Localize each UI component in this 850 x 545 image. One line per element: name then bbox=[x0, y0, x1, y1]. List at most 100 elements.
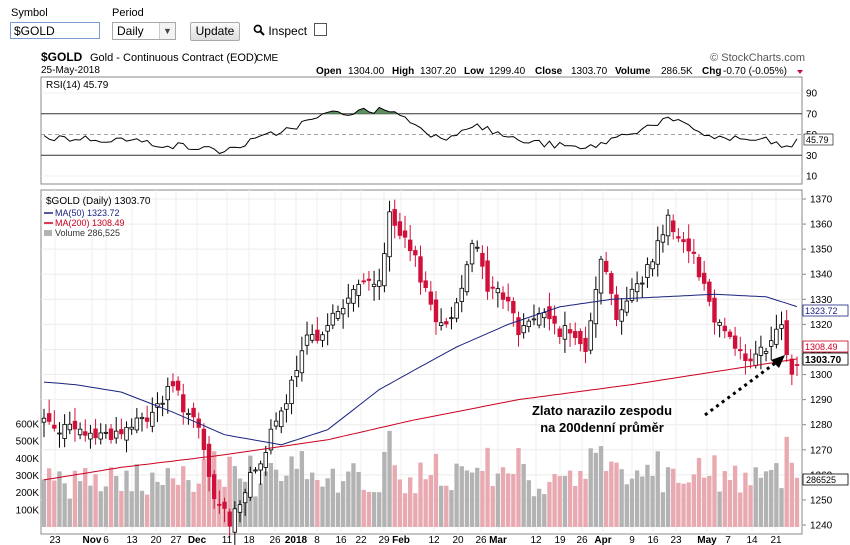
candle-body bbox=[516, 317, 521, 336]
candle-body bbox=[495, 288, 501, 294]
volume-bar bbox=[480, 471, 485, 527]
rsi-value-tag bbox=[803, 133, 834, 146]
candle-body bbox=[387, 211, 392, 258]
volume-bar bbox=[743, 472, 748, 527]
candle-body bbox=[454, 302, 459, 319]
candle-body bbox=[325, 325, 330, 332]
candle-body bbox=[413, 250, 418, 256]
annotation-line-2: na 200denní průměr bbox=[540, 420, 664, 435]
volume-axis: 600K 500K 400K 300K 200K 100K bbox=[16, 420, 40, 517]
period-select[interactable]: Daily ▼ bbox=[112, 22, 176, 40]
volume-bar bbox=[330, 468, 335, 527]
rsi-line bbox=[43, 106, 798, 155]
candle-body bbox=[640, 282, 645, 285]
volume-bar bbox=[495, 473, 501, 527]
volume-value: 286.5K bbox=[661, 66, 693, 77]
volume-bar bbox=[696, 457, 702, 527]
candle-body bbox=[253, 469, 258, 472]
candle-body bbox=[181, 394, 186, 413]
symbol-label: Symbol bbox=[11, 7, 48, 19]
candle-body bbox=[407, 239, 413, 252]
symbol-input[interactable] bbox=[10, 22, 100, 39]
chart-title-name: Gold - Continuous Contract (EOD) bbox=[90, 52, 258, 64]
legend-main: $GOLD (Daily) 1303.70 bbox=[46, 196, 151, 207]
volume-bar bbox=[361, 489, 366, 527]
volume-bar bbox=[299, 451, 305, 527]
volume-bar bbox=[160, 484, 165, 527]
x-tick-label: 8 bbox=[314, 535, 320, 545]
candle-body bbox=[428, 291, 434, 305]
volume-bar bbox=[258, 483, 263, 527]
candle-body bbox=[469, 243, 475, 265]
volume-bar bbox=[284, 475, 289, 527]
inspect-toggle[interactable]: Inspect bbox=[253, 23, 328, 38]
candle-body bbox=[165, 386, 170, 401]
candle-body bbox=[696, 256, 702, 278]
candle-body bbox=[134, 417, 140, 431]
candle-body bbox=[150, 411, 155, 427]
candle-body bbox=[485, 260, 490, 292]
candle-body bbox=[665, 214, 671, 237]
inspect-checkbox[interactable] bbox=[314, 23, 328, 36]
high-label: High bbox=[392, 66, 414, 77]
candle-body bbox=[191, 407, 196, 418]
x-tick-label: Mar bbox=[489, 535, 507, 545]
price-tick-label: 1320 bbox=[810, 320, 833, 331]
volume-tick-label: 100K bbox=[16, 505, 40, 516]
candle-body bbox=[88, 432, 93, 440]
candle-body bbox=[284, 403, 289, 410]
volume-bar bbox=[289, 456, 294, 527]
volume-bar bbox=[449, 490, 454, 527]
chg-label: Chg bbox=[702, 66, 721, 77]
update-button[interactable]: Update bbox=[190, 22, 240, 41]
volume-bar bbox=[629, 478, 635, 527]
price-tick-label: 1370 bbox=[810, 195, 833, 206]
candle-body bbox=[480, 252, 485, 267]
price-tick-label: 1250 bbox=[810, 495, 833, 506]
candle-body bbox=[459, 287, 464, 302]
volume-bar bbox=[423, 479, 428, 527]
x-tick-label: 6 bbox=[103, 535, 109, 545]
volume-bar bbox=[119, 490, 124, 527]
candle-body bbox=[562, 325, 568, 340]
volume-bar bbox=[784, 436, 789, 527]
ma50-tag-text: 1323.72 bbox=[805, 306, 838, 316]
candle-body bbox=[444, 321, 449, 325]
volume-bar bbox=[763, 471, 769, 527]
volume-bar bbox=[552, 473, 557, 527]
candle-body bbox=[356, 284, 361, 296]
volume-bar bbox=[562, 475, 568, 527]
candle-body bbox=[397, 221, 403, 236]
candle-body bbox=[217, 503, 222, 506]
candle-body bbox=[67, 423, 72, 431]
ma200-line bbox=[43, 358, 798, 481]
volume-tag bbox=[802, 473, 849, 486]
candle-body bbox=[299, 350, 305, 374]
candle-body bbox=[304, 334, 310, 346]
candle-body bbox=[758, 346, 764, 356]
candles bbox=[41, 199, 800, 545]
volume-bar bbox=[624, 484, 629, 527]
volume-bar bbox=[402, 493, 408, 527]
x-tick-label: 26 bbox=[475, 535, 487, 545]
candle-body bbox=[603, 260, 609, 273]
candle-body bbox=[330, 312, 336, 326]
volume-bar bbox=[351, 463, 356, 527]
volume-bar bbox=[46, 468, 52, 527]
candle-body bbox=[681, 239, 686, 243]
candle-body bbox=[340, 307, 346, 315]
x-tick-label: 29 bbox=[378, 535, 390, 545]
volume-tick-label: 300K bbox=[16, 471, 40, 482]
candle-body bbox=[686, 238, 691, 252]
candle-body bbox=[547, 306, 552, 320]
price-tick-label: 1340 bbox=[810, 270, 833, 281]
close-label: Close bbox=[535, 66, 563, 77]
candle-body bbox=[268, 428, 274, 451]
x-tick-label: Apr bbox=[594, 535, 611, 545]
ma50-line bbox=[43, 293, 798, 446]
volume-bar bbox=[263, 471, 268, 527]
volume-bar bbox=[144, 494, 150, 527]
candle-body bbox=[774, 328, 779, 345]
candle-body bbox=[41, 417, 47, 423]
volume-bar bbox=[583, 478, 588, 527]
